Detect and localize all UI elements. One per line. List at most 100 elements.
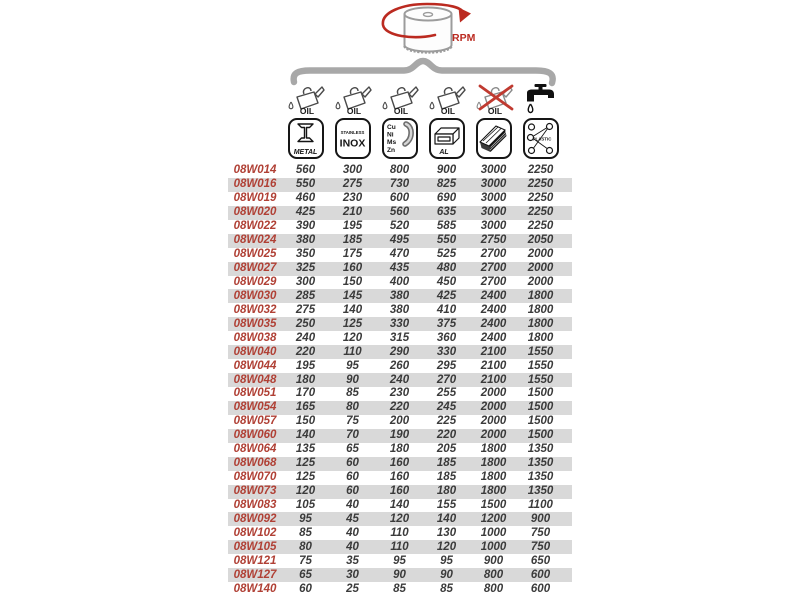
rpm-value: 1550: [527, 359, 554, 372]
product-code: 08W022: [233, 220, 277, 233]
oil-label: OIL: [487, 106, 501, 115]
rpm-value: 110: [390, 540, 409, 553]
rpm-value: 2100: [480, 345, 507, 358]
product-code: 08W030: [233, 289, 277, 302]
rpm-value: 90: [393, 568, 406, 581]
rpm-value: 560: [389, 206, 410, 219]
rpm-value: 2100: [480, 359, 507, 372]
rpm-value: 1500: [527, 429, 554, 442]
rpm-value: 80: [299, 540, 312, 553]
product-code: 08W083: [233, 498, 277, 511]
table-row: 08W040 220 110 290 330 2100 1550: [228, 345, 572, 360]
product-code: 08W060: [233, 429, 277, 442]
rpm-value: 130: [436, 526, 457, 539]
material-stainless: STAINLESS INOX: [329, 118, 376, 159]
no-oil-icon: OIL: [470, 84, 517, 116]
rpm-value: 1100: [528, 498, 553, 511]
table-row: 08W064 135 65 180 205 1800 1350: [228, 443, 572, 457]
rpm-value: 1800: [480, 457, 507, 470]
product-code: 08W025: [233, 248, 277, 261]
rpm-value: 185: [436, 471, 457, 484]
rpm-value: 585: [436, 220, 457, 233]
rpm-label: RPM: [452, 32, 476, 44]
rpm-value: 2000: [527, 248, 554, 261]
product-code: 08W092: [233, 512, 277, 525]
rpm-value: 60: [299, 582, 312, 595]
table-row: 08W102 85 40 110 130 1000 750: [228, 526, 572, 540]
rpm-value: 75: [346, 415, 359, 428]
rpm-value: 185: [436, 457, 457, 470]
table-row: 08W051 170 85 230 255 2000 1500: [228, 387, 572, 401]
product-code: 08W068: [233, 457, 277, 470]
rpm-value: 1350: [527, 457, 554, 470]
metal-label: METAL: [294, 149, 318, 156]
rpm-value: 165: [295, 401, 316, 414]
rpm-value: 2050: [527, 234, 554, 247]
rpm-value: 220: [295, 345, 316, 358]
rpm-value: 75: [299, 554, 312, 567]
rpm-value: 1500: [527, 387, 554, 400]
rpm-value: 60: [346, 485, 359, 498]
rpm-value: 1800: [527, 303, 554, 316]
table-row: 08W060 140 70 190 220 2000 1500: [228, 428, 572, 443]
rpm-value: 120: [295, 485, 316, 498]
rpm-value: 800: [483, 582, 504, 595]
table-row: 08W121 75 35 95 95 900 650: [228, 554, 572, 568]
rpm-value: 2700: [480, 262, 507, 275]
table-row: 08W068 125 60 160 185 1800 1350: [228, 456, 572, 471]
rpm-value: 2250: [527, 164, 554, 177]
table-row: 08W025 350 175 470 525 2700 2000: [228, 248, 572, 262]
table-row: 08W092 95 45 120 140 1200 900: [228, 512, 572, 527]
rpm-value: 275: [295, 303, 316, 316]
rpm-value: 120: [389, 512, 410, 525]
rpm-value: 1200: [480, 512, 507, 525]
rpm-value: 1550: [527, 345, 554, 358]
rpm-value: 250: [295, 317, 316, 330]
rpm-value: 150: [342, 275, 363, 288]
rpm-value: 480: [436, 262, 457, 275]
rpm-value: 245: [436, 401, 457, 414]
rpm-value: 195: [295, 359, 316, 372]
rpm-value: 600: [530, 582, 551, 595]
product-code: 08W121: [233, 554, 277, 567]
rpm-value: 495: [389, 234, 410, 247]
hole-saw-rpm-icon: RPM: [381, 2, 476, 54]
rpm-value: 125: [295, 471, 316, 484]
rpm-value: 210: [342, 206, 363, 219]
rpm-value: 220: [389, 401, 410, 414]
rpm-value: 450: [436, 275, 457, 288]
rpm-value: 90: [440, 568, 453, 581]
rpm-value: 120: [436, 540, 457, 553]
rpm-value: 295: [436, 359, 457, 372]
product-code: 08W105: [233, 540, 277, 553]
ni-label: Ni: [387, 131, 394, 138]
zn-label: Zn: [387, 146, 395, 153]
rpm-value: 95: [299, 512, 312, 525]
rpm-value: 110: [343, 345, 362, 358]
rpm-value: 1800: [480, 471, 507, 484]
rpm-value: 1550: [527, 373, 554, 386]
rpm-value: 140: [295, 429, 316, 442]
rpm-value: 110: [390, 526, 409, 539]
rpm-value: 175: [342, 248, 363, 261]
pilot-hole: [422, 11, 434, 18]
table-row: 08W054 165 80 220 245 2000 1500: [228, 400, 572, 415]
product-code: 08W140: [233, 582, 277, 595]
rpm-value: 600: [389, 192, 410, 205]
rpm-value: 550: [295, 178, 316, 191]
metal-box: METAL: [287, 118, 324, 159]
rpm-value: 85: [393, 582, 406, 595]
material-non-ferrous: Cu Ni Ms Zn: [376, 118, 423, 159]
oil-label: OIL: [393, 106, 407, 115]
inox-label: INOX: [340, 137, 366, 149]
rpm-value: 220: [436, 429, 457, 442]
rpm-value: 2000: [480, 387, 507, 400]
rpm-value: 2400: [480, 331, 507, 344]
table-row: 08W032 275 140 380 410 2400 1800: [228, 303, 572, 317]
material-metal: METAL: [282, 118, 329, 159]
plastic-box: PLASTIC: [522, 118, 559, 159]
rpm-value: 435: [389, 262, 410, 275]
rpm-value: 160: [389, 485, 410, 498]
material-plastic: PLASTIC: [517, 118, 564, 159]
product-code: 08W029: [233, 275, 277, 288]
